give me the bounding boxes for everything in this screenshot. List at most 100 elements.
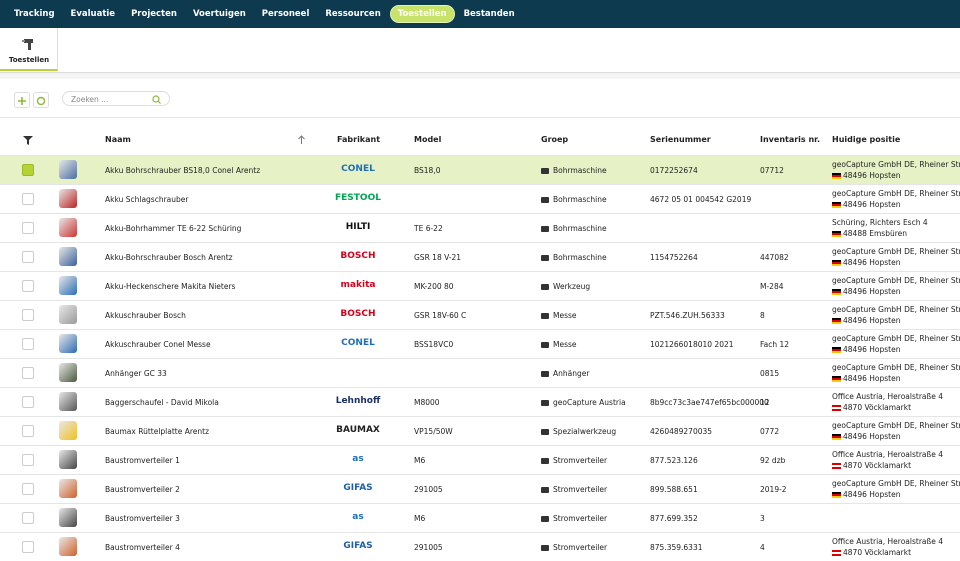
group-icon: [541, 197, 549, 203]
column-header[interactable]: Fabrikant: [337, 135, 381, 144]
refresh-button[interactable]: [33, 92, 49, 108]
search-input[interactable]: Zoeken ...: [62, 91, 170, 106]
nav-item[interactable]: Ressourcen: [325, 9, 381, 19]
sort-icon[interactable]: [297, 135, 306, 145]
row-checkbox[interactable]: [22, 309, 34, 321]
filter-icon[interactable]: [23, 136, 33, 145]
table-row[interactable]: Akku-Bohrhammer TE 6-22 Schüring HILTI TE …: [0, 213, 960, 242]
nav-item[interactable]: Toestellen: [389, 5, 455, 23]
group-name: Stromverteiler: [553, 514, 608, 523]
row-checkbox[interactable]: [22, 193, 34, 205]
cell-group: Stromverteiler: [541, 514, 607, 523]
position-line: 4870 Vöcklamarkt: [832, 548, 911, 557]
add-button[interactable]: [14, 92, 30, 108]
group-icon: [541, 168, 549, 174]
row-checkbox[interactable]: [22, 483, 34, 495]
cell-name: Akku-Bohrhammer TE 6-22 Schüring: [105, 224, 242, 233]
nav-item[interactable]: Evaluatie: [70, 9, 116, 19]
position-line: geoCapture GmbH DE, Rheiner Str 3: [832, 189, 960, 198]
position-line: 48488 Emsbüren: [832, 229, 907, 238]
cell-model: 291005: [414, 485, 443, 494]
row-checkbox[interactable]: [22, 454, 34, 466]
tab-bar: Toestellen: [0, 28, 960, 73]
column-header[interactable]: Naam: [105, 135, 131, 144]
column-header[interactable]: Inventaris nr.: [760, 135, 821, 144]
cell-name: Akkuschrauber Bosch: [105, 311, 186, 320]
cell-model: BS18,0: [414, 166, 441, 175]
table-row[interactable]: Baggerschaufel - David Mikola Lehnhoff M80…: [0, 387, 960, 416]
column-header[interactable]: Huidige positie: [832, 135, 901, 144]
cell-name: Baustromverteiler 4: [105, 543, 180, 552]
cell-group: Spezialwerkzeug: [541, 427, 616, 436]
table-row[interactable]: Anhänger GC 33 Anhänger 0815 geoCapture Gmb…: [0, 358, 960, 387]
position-city: 48496 Hopsten: [843, 200, 901, 209]
position-line: 48496 Hopsten: [832, 490, 900, 499]
table-row[interactable]: Akkuschrauber Bosch BOSCH GSR 18V-60 C Mess…: [0, 300, 960, 329]
cell-serial: 0172252674: [650, 166, 698, 175]
manufacturer-logo: as: [352, 454, 364, 464]
row-checkbox[interactable]: [22, 338, 34, 350]
table-row[interactable]: Akku Schlagschrauber FESTOOL Bohrmaschine 4…: [0, 184, 960, 213]
row-checkbox[interactable]: [22, 280, 34, 292]
cell-serial: 875.359.6331: [650, 543, 703, 552]
nav-item[interactable]: Projecten: [131, 9, 177, 19]
row-checkbox[interactable]: [22, 512, 34, 524]
table-row[interactable]: Akku-Heckenschere Makita Nieters makita MK…: [0, 271, 960, 300]
cell-name: Akku-Heckenschere Makita Nieters: [105, 282, 236, 291]
group-name: Stromverteiler: [553, 456, 608, 465]
table-row[interactable]: Baustromverteiler 2 GIFAS 291005 Stromverte…: [0, 474, 960, 503]
cell-group: geoCapture Austria: [541, 398, 626, 407]
position-line: geoCapture GmbH DE, Rheiner Str 3: [832, 421, 960, 430]
table-row[interactable]: Baustromverteiler 4 GIFAS 291005 Stromverte…: [0, 532, 960, 561]
row-checkbox[interactable]: [22, 251, 34, 263]
row-checkbox[interactable]: [22, 222, 34, 234]
nav-item[interactable]: Voertuigen: [192, 9, 246, 19]
nav-item[interactable]: Bestanden: [463, 9, 515, 19]
cell-inventory: 0815: [760, 369, 780, 378]
cell-inventory: 12: [760, 398, 770, 407]
cell-model: TE 6-22: [414, 224, 443, 233]
row-checkbox[interactable]: [22, 425, 34, 437]
row-checkbox[interactable]: [22, 164, 34, 176]
group-icon: [541, 255, 549, 261]
cell-serial: 1154752264: [650, 253, 698, 262]
thumbnail: [59, 363, 77, 382]
group-icon: [541, 313, 549, 319]
group-name: Bohrmaschine: [553, 253, 607, 262]
cell-model: GSR 18 V-21: [414, 253, 462, 262]
cell-serial: 877.699.352: [650, 514, 698, 523]
position-line: 48496 Hopsten: [832, 316, 900, 325]
tab-active[interactable]: Toestellen: [0, 28, 58, 71]
position-line: 48496 Hopsten: [832, 432, 900, 441]
table-row[interactable]: Akku-Bohrschrauber Bosch Arentz BOSCH GSR …: [0, 242, 960, 271]
table-row[interactable]: Baustromverteiler 1 as M6 Stromverteiler 877…: [0, 445, 960, 474]
manufacturer-logo: BOSCH: [340, 251, 376, 261]
nav-item[interactable]: Tracking: [14, 9, 55, 19]
thumbnail: [59, 479, 77, 498]
cell-name: Baustromverteiler 3: [105, 514, 180, 523]
manufacturer-logo: as: [352, 512, 364, 522]
cell-model: M6: [414, 514, 426, 523]
table-row[interactable]: Akkuschrauber Conel Messe CONEL BSS18VC0 Me…: [0, 329, 960, 358]
group-icon: [541, 342, 549, 348]
table-row[interactable]: Baumax Rüttelplatte Arentz BAUMAX VP15/50W…: [0, 416, 960, 445]
cell-group: Anhänger: [541, 369, 589, 378]
cell-group: Messe: [541, 311, 577, 320]
position-line: 48496 Hopsten: [832, 258, 900, 267]
thumbnail: [59, 508, 77, 527]
manufacturer-logo: CONEL: [341, 164, 375, 174]
cell-inventory: M-284: [760, 282, 784, 291]
row-checkbox[interactable]: [22, 367, 34, 379]
cell-inventory: 0772: [760, 427, 780, 436]
cell-name: Akkuschrauber Conel Messe: [105, 340, 211, 349]
nav-item[interactable]: Personeel: [261, 9, 310, 19]
table-row[interactable]: Baustromverteiler 3 as M6 Stromverteiler 877…: [0, 503, 960, 532]
table-row[interactable]: Akku Bohrschrauber BS18,0 Conel Arentz CO…: [0, 155, 960, 184]
row-checkbox[interactable]: [22, 541, 34, 553]
cell-model: VP15/50W: [414, 427, 453, 436]
column-header[interactable]: Serienummer: [650, 135, 711, 144]
manufacturer-logo: makita: [340, 280, 376, 290]
column-header[interactable]: Groep: [541, 135, 569, 144]
column-header[interactable]: Model: [414, 135, 442, 144]
row-checkbox[interactable]: [22, 396, 34, 408]
